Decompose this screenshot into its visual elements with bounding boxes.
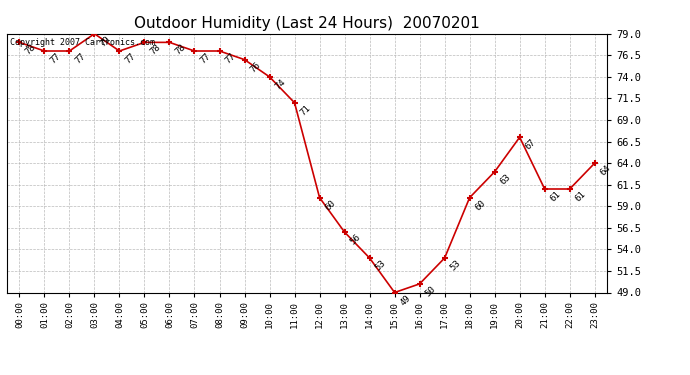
Text: 60: 60 [474, 198, 488, 212]
Text: 74: 74 [274, 77, 288, 92]
Text: 56: 56 [348, 232, 363, 247]
Text: 67: 67 [524, 138, 538, 152]
Text: 60: 60 [324, 198, 337, 212]
Text: 53: 53 [374, 258, 388, 273]
Text: 78: 78 [148, 43, 163, 57]
Text: 64: 64 [599, 164, 613, 178]
Text: 53: 53 [448, 258, 463, 273]
Text: 79: 79 [99, 34, 112, 48]
Text: 77: 77 [124, 51, 137, 66]
Text: 78: 78 [23, 43, 37, 57]
Text: 77: 77 [224, 51, 237, 66]
Text: 77: 77 [48, 51, 63, 66]
Text: 76: 76 [248, 60, 263, 74]
Text: 63: 63 [499, 172, 513, 186]
Text: 77: 77 [74, 51, 88, 66]
Text: 71: 71 [299, 103, 313, 117]
Text: 77: 77 [199, 51, 213, 66]
Text: 61: 61 [549, 189, 563, 204]
Text: 50: 50 [424, 284, 437, 298]
Text: Copyright 2007 Cartronics.com: Copyright 2007 Cartronics.com [10, 38, 155, 46]
Text: 61: 61 [574, 189, 588, 204]
Title: Outdoor Humidity (Last 24 Hours)  20070201: Outdoor Humidity (Last 24 Hours) 2007020… [134, 16, 480, 31]
Text: 49: 49 [399, 293, 413, 307]
Text: 78: 78 [174, 43, 188, 57]
